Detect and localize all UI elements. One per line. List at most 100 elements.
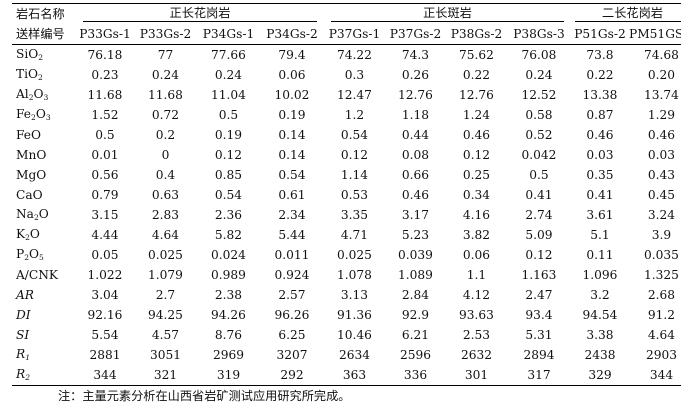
sample-id-label: 送样编号	[12, 25, 76, 45]
table-cell: 1.18	[401, 107, 430, 122]
table-cell: 4.57	[151, 327, 180, 342]
table-cell: 11.68	[87, 87, 123, 102]
table-cell: 74.22	[337, 47, 372, 62]
table-cell: 3.9	[651, 227, 672, 242]
table-cell: 6.21	[401, 327, 430, 342]
table-cell: 0.56	[91, 167, 119, 182]
table-cell: 74.3	[401, 47, 430, 62]
row-label: AR	[16, 287, 34, 302]
table-cell: 91.2	[647, 307, 676, 322]
table-cell: 3.82	[462, 227, 491, 242]
table-cell: 0	[161, 147, 170, 162]
table-note: 注：主量元素分析在山西省岩矿测试应用研究所完成。	[58, 389, 351, 403]
header-row-sample-ids: 送样编号 P33Gs-1 P33Gs-2 P34Gs-1 P34Gs-2 P37…	[12, 25, 681, 45]
table-cell: 0.63	[151, 187, 180, 202]
table-cell: 0.46	[586, 127, 614, 142]
table-cell: 0.24	[214, 67, 243, 82]
table-cell: 10.02	[274, 87, 310, 102]
table-cell: 0.12	[340, 147, 369, 162]
table-cell: 2903	[645, 347, 678, 362]
table-cell: 94.54	[582, 307, 618, 322]
table-cell: 0.2	[155, 127, 176, 142]
table-cell: 0.024	[211, 247, 246, 262]
sample-id-header: P34Gs-2	[260, 25, 324, 45]
table-cell: 5.54	[91, 327, 119, 342]
group-header-1: 正长花岗岩	[76, 3, 324, 25]
table-cell: 0.042	[521, 147, 557, 162]
table-cell: 5.1	[590, 227, 610, 242]
sample-id-header: P37Gs-2	[385, 25, 446, 45]
group-title: 正长花岗岩	[83, 7, 317, 23]
table-row: TiO2 0.23 0.24 0.24 0.06 0.3 0.26 0.22 0.24 0.22 0…	[12, 65, 681, 85]
table-cell: 4.71	[340, 227, 369, 242]
table-cell: 11.04	[211, 87, 246, 102]
table-cell: 1.089	[398, 267, 433, 282]
table-cell: 1.14	[340, 167, 369, 182]
table-row: K2O 4.44 4.64 5.82 5.44 4.71 5.23 3.82 5.09 5.1 3.…	[12, 225, 681, 245]
table-row: R2 344 321 319 292 363 336 301 317 329 344	[12, 365, 681, 386]
table-cell: 3.17	[401, 207, 430, 222]
table-cell: 0.06	[278, 67, 306, 82]
table-cell: 1.096	[582, 267, 618, 282]
table-cell: 0.20	[647, 67, 676, 82]
table-cell: 0.12	[214, 147, 243, 162]
table-cell: 0.87	[586, 107, 614, 122]
table-cell: 2.68	[647, 287, 676, 302]
table-cell: 12.76	[459, 87, 494, 102]
table-cell: 0.46	[647, 127, 676, 142]
table-cell: 2881	[89, 347, 121, 362]
table-cell: 0.025	[337, 247, 372, 262]
table-cell: 1.079	[148, 267, 183, 282]
table-cell: 336	[385, 365, 446, 386]
table-cell: 2.7	[155, 287, 176, 302]
table-row: FeO 0.5 0.2 0.19 0.14 0.54 0.44 0.46 0.52 0.46 0.4…	[12, 125, 681, 145]
table-cell: 0.3	[344, 67, 365, 82]
sample-id-header: P38Gs-3	[507, 25, 571, 45]
group-title: 二长花岗岩	[574, 7, 681, 23]
table-cell: 0.03	[647, 147, 676, 162]
sample-id-header: P38Gs-2	[446, 25, 507, 45]
group-header-2: 正长斑岩	[324, 3, 571, 25]
row-label: FeO	[16, 127, 41, 142]
table-cell: 0.035	[644, 247, 679, 262]
table-cell: 321	[134, 365, 197, 386]
rock-name-label: 岩石名称	[12, 3, 76, 25]
table-cell: 3.38	[586, 327, 614, 342]
table-cell: 0.23	[91, 67, 119, 82]
table-row: SI 5.54 4.57 8.76 6.25 10.46 6.21 2.53 5.31 3.38 4…	[12, 325, 681, 345]
table-row: SiO2 76.18 77 77.66 79.4 74.22 74.3 75.62 76.08 7…	[12, 45, 681, 66]
table-cell: 5.09	[525, 227, 553, 242]
table-cell: 5.23	[401, 227, 430, 242]
table-cell: 2.83	[151, 207, 180, 222]
table-cell: 0.41	[525, 187, 553, 202]
table-row: R1 2881 3051 2969 3207 2634 2596 2632 2894 2438 29…	[12, 345, 681, 365]
table-cell: 4.16	[462, 207, 491, 222]
table-cell: 0.54	[214, 187, 243, 202]
table-cell: 4.12	[462, 287, 491, 302]
table-cell: 3.15	[91, 207, 119, 222]
table-cell: 1.022	[87, 267, 123, 282]
row-label: CaO	[16, 187, 43, 202]
table-cell: 3.24	[647, 207, 676, 222]
table-cell: 74.68	[644, 47, 679, 62]
table-cell: 3.13	[340, 287, 369, 302]
table-cell: 0.5	[95, 127, 115, 142]
table-cell: 2632	[460, 347, 493, 362]
table-cell: 75.62	[459, 47, 494, 62]
sample-id-header: P33Gs-2	[134, 25, 197, 45]
table-cell: 0.989	[211, 267, 246, 282]
table-cell: 94.26	[211, 307, 246, 322]
table-cell: 13.74	[644, 87, 679, 102]
table-cell: 2438	[584, 347, 616, 362]
table-row: DI 92.16 94.25 94.26 96.26 91.36 92.9 93.63 93.4…	[12, 305, 681, 325]
table-cell: 3.61	[586, 207, 614, 222]
table-row: CaO 0.79 0.63 0.54 0.61 0.53 0.46 0.34 0.41 0.41 0…	[12, 185, 681, 205]
table-cell: 1.1	[466, 267, 487, 282]
table-cell: 1.52	[91, 107, 119, 122]
table-cell: 0.19	[214, 127, 243, 142]
row-label: R1	[16, 347, 30, 363]
table-cell: 0.11	[586, 247, 614, 262]
table-cell: 3.2	[590, 287, 610, 302]
table-cell: 2.84	[401, 287, 430, 302]
sample-id-header: P34Gs-1	[197, 25, 260, 45]
